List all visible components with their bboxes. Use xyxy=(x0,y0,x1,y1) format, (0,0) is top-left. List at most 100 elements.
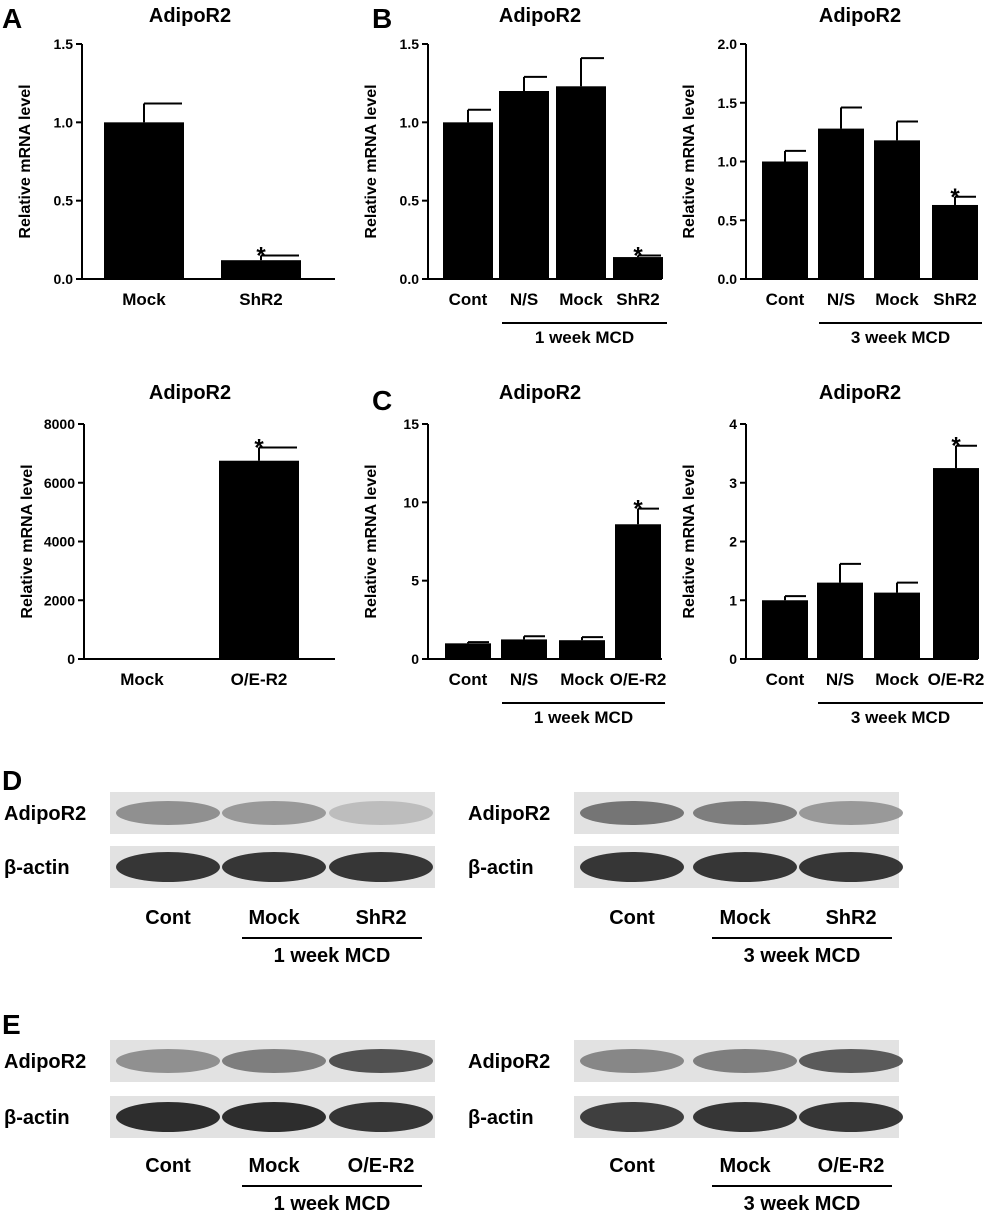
chart-c1: AdipoR2 Relative mRNA level 0 5 10 15 Cont N/S M… xyxy=(363,382,666,727)
panel-letter-d: D xyxy=(2,765,22,796)
chart-b1: AdipoR2 Relative mRNA level 0.0 0.5 1.0 1.5 Co… xyxy=(363,5,667,347)
y-tick-label: 1.0 xyxy=(718,154,738,170)
lane-label: ShR2 xyxy=(825,907,876,929)
blot-band xyxy=(799,1102,903,1132)
x-tick-label: ShR2 xyxy=(616,290,659,309)
chart-title: AdipoR2 xyxy=(819,382,901,404)
panel-letter-e: E xyxy=(2,1009,21,1040)
lane-label: Cont xyxy=(145,907,191,929)
lane-label: ShR2 xyxy=(355,907,406,929)
blot-row-label: AdipoR2 xyxy=(4,1051,86,1073)
y-tick-label: 3 xyxy=(729,475,737,491)
y-tick-label: 0.0 xyxy=(400,271,420,287)
blot-band xyxy=(693,801,797,825)
blot-row-label: AdipoR2 xyxy=(468,803,550,825)
significance-marker: * xyxy=(951,433,961,460)
bar xyxy=(818,128,864,279)
blot-band xyxy=(693,1049,797,1073)
y-tick-label: 0 xyxy=(729,651,737,667)
x-tick-label: ShR2 xyxy=(239,290,282,309)
bar-charts: AdipoR2 Relative mRNA level 0.0 0.5 1.0 1.5 Mo… xyxy=(17,5,984,727)
blot-band xyxy=(329,1049,433,1073)
bar xyxy=(556,86,606,279)
chart-c2: AdipoR2 Relative mRNA level 0 1 2 3 4 Cont N/S Mo… xyxy=(681,382,984,727)
significance-marker: * xyxy=(950,184,960,211)
lane-label: Mock xyxy=(719,907,771,929)
blot-band xyxy=(580,1102,684,1132)
y-tick-label: 0.0 xyxy=(718,271,738,287)
panel-letter-c: C xyxy=(372,385,392,416)
blot-row-label: β-actin xyxy=(468,857,534,879)
blot-band xyxy=(799,801,903,825)
y-tick-label: 8000 xyxy=(44,416,75,432)
significance-marker: * xyxy=(254,435,264,462)
chart-a1: AdipoR2 Relative mRNA level 0.0 0.5 1.0 1.5 Mo… xyxy=(17,5,335,309)
chart-title: AdipoR2 xyxy=(499,382,581,404)
significance-marker: * xyxy=(256,243,266,270)
lane-label: Cont xyxy=(145,1155,191,1177)
group-label: 1 week MCD xyxy=(534,708,633,727)
bar xyxy=(762,600,808,659)
lane-label: Mock xyxy=(719,1155,771,1177)
bar xyxy=(501,639,547,659)
chart-title: AdipoR2 xyxy=(499,5,581,27)
x-tick-label: Mock xyxy=(875,670,919,689)
y-tick-label: 0 xyxy=(411,651,419,667)
y-tick-label: 1.5 xyxy=(400,36,420,52)
blot-band xyxy=(116,1049,220,1073)
y-tick-label: 6000 xyxy=(44,475,75,491)
blot-band xyxy=(222,801,326,825)
bar xyxy=(817,582,863,659)
y-tick-label: 0.5 xyxy=(400,193,420,209)
y-tick-label: 1.0 xyxy=(400,114,420,130)
y-tick-label: 0.5 xyxy=(54,193,74,209)
y-tick-label: 15 xyxy=(403,416,419,432)
y-tick-label: 0 xyxy=(67,651,75,667)
bar xyxy=(932,204,978,279)
bar xyxy=(874,140,920,279)
y-axis-label: Relative mRNA level xyxy=(19,464,36,618)
panel-letter-b: B xyxy=(372,3,392,34)
y-tick-label: 4000 xyxy=(44,534,75,550)
x-tick-label: O/E-R2 xyxy=(610,670,667,689)
bar xyxy=(762,161,808,279)
blot-band xyxy=(580,852,684,882)
x-tick-label: Cont xyxy=(766,290,805,309)
x-tick-label: Cont xyxy=(449,290,488,309)
blot-e1: AdipoR2 β-actin Cont Mock O/E-R2 1 week MCD xyxy=(4,1040,435,1212)
blot-band xyxy=(799,1049,903,1073)
x-tick-label: Mock xyxy=(559,290,603,309)
blot-row-label: β-actin xyxy=(4,1107,70,1129)
blot-e2: AdipoR2 β-actin Cont Mock O/E-R2 3 week MCD xyxy=(468,1040,903,1212)
lane-label: Cont xyxy=(609,907,655,929)
significance-marker: * xyxy=(633,243,643,270)
blot-band xyxy=(222,1049,326,1073)
bar xyxy=(613,257,663,279)
x-tick-label: Mock xyxy=(875,290,919,309)
group-label: 3 week MCD xyxy=(744,945,861,967)
lane-label: Mock xyxy=(248,907,300,929)
blot-band xyxy=(116,1102,220,1132)
x-tick-label: O/E-R2 xyxy=(231,670,288,689)
blot-band xyxy=(116,852,220,882)
y-axis-label: Relative mRNA level xyxy=(681,464,698,618)
blot-band xyxy=(580,801,684,825)
western-blots: AdipoR2 β-actin Cont Mock ShR2 1 week MCD Adip… xyxy=(4,792,903,1212)
bar xyxy=(499,91,549,279)
blot-band xyxy=(329,801,433,825)
x-tick-label: N/S xyxy=(827,290,855,309)
bar xyxy=(559,640,605,659)
blot-band xyxy=(222,852,326,882)
blot-band xyxy=(693,1102,797,1132)
group-label: 3 week MCD xyxy=(851,328,950,347)
chart-b2: AdipoR2 Relative mRNA level 0.0 0.5 1.0 1.5 2.… xyxy=(681,5,982,347)
blot-row-label: AdipoR2 xyxy=(4,803,86,825)
group-label: 3 week MCD xyxy=(744,1193,861,1212)
group-label: 1 week MCD xyxy=(274,1193,391,1212)
y-tick-label: 1.0 xyxy=(54,114,74,130)
blot-row-label: β-actin xyxy=(468,1107,534,1129)
blot-band xyxy=(799,852,903,882)
bar xyxy=(219,460,299,659)
x-tick-label: O/E-R2 xyxy=(928,670,985,689)
y-tick-label: 2000 xyxy=(44,592,75,608)
